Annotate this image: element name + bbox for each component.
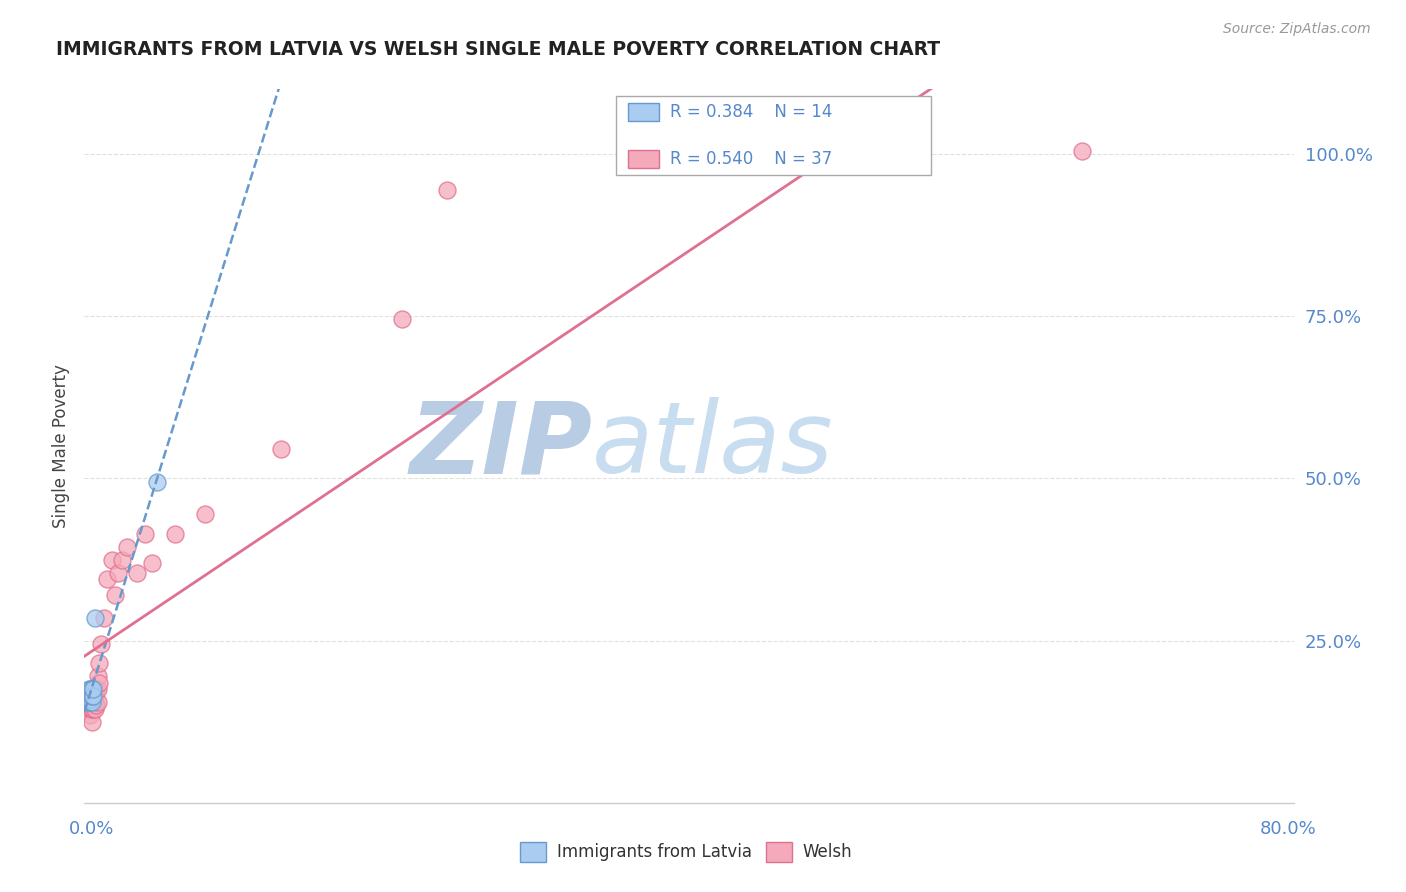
Point xyxy=(79,692,101,706)
Point xyxy=(82,682,104,697)
Point xyxy=(86,698,108,713)
Point xyxy=(84,682,107,697)
Point xyxy=(436,183,458,197)
Point xyxy=(115,540,138,554)
Point xyxy=(80,702,103,716)
Point xyxy=(82,689,104,703)
Point xyxy=(77,695,100,709)
Point xyxy=(87,695,110,709)
Point xyxy=(79,695,101,709)
Point xyxy=(79,682,101,697)
Point xyxy=(165,526,187,541)
Text: Source: ZipAtlas.com: Source: ZipAtlas.com xyxy=(1223,22,1371,37)
Y-axis label: Single Male Poverty: Single Male Poverty xyxy=(52,364,70,528)
Point xyxy=(80,689,103,703)
Point xyxy=(107,566,129,580)
Text: Immigrants from Latvia: Immigrants from Latvia xyxy=(557,843,752,861)
Point xyxy=(141,556,163,570)
Point xyxy=(270,442,292,457)
Point xyxy=(391,312,413,326)
Text: atlas: atlas xyxy=(592,398,834,494)
Point xyxy=(127,566,149,580)
Point xyxy=(79,689,101,703)
Point xyxy=(96,572,118,586)
Point xyxy=(90,637,112,651)
Point xyxy=(80,689,103,703)
Point xyxy=(134,526,156,541)
Point xyxy=(146,475,169,489)
Text: R = 0.540    N = 37: R = 0.540 N = 37 xyxy=(669,150,832,168)
Point xyxy=(82,695,104,709)
Point xyxy=(77,689,100,703)
Point xyxy=(86,682,108,697)
Point xyxy=(84,611,107,625)
Point xyxy=(82,702,104,716)
Point xyxy=(82,689,104,703)
Text: 80.0%: 80.0% xyxy=(1260,820,1316,838)
Point xyxy=(80,682,103,697)
Text: ZIP: ZIP xyxy=(409,398,592,494)
Point xyxy=(84,689,107,703)
Point xyxy=(84,702,107,716)
Point xyxy=(100,552,122,566)
Point xyxy=(80,714,103,729)
Text: IMMIGRANTS FROM LATVIA VS WELSH SINGLE MALE POVERTY CORRELATION CHART: IMMIGRANTS FROM LATVIA VS WELSH SINGLE M… xyxy=(56,40,941,59)
Text: 0.0%: 0.0% xyxy=(69,820,114,838)
Point xyxy=(89,675,111,690)
Point xyxy=(80,695,103,709)
Text: R = 0.384    N = 14: R = 0.384 N = 14 xyxy=(669,103,832,121)
Point xyxy=(111,552,134,566)
Point xyxy=(194,507,217,521)
Point xyxy=(87,682,110,697)
Point xyxy=(1071,144,1094,158)
Point xyxy=(77,682,100,697)
Point xyxy=(104,588,127,602)
Point xyxy=(87,669,110,683)
Point xyxy=(93,611,115,625)
Point xyxy=(84,695,107,709)
Point xyxy=(79,702,101,716)
Text: Welsh: Welsh xyxy=(803,843,852,861)
Point xyxy=(89,657,111,671)
Point xyxy=(77,702,100,716)
Point xyxy=(79,708,101,723)
